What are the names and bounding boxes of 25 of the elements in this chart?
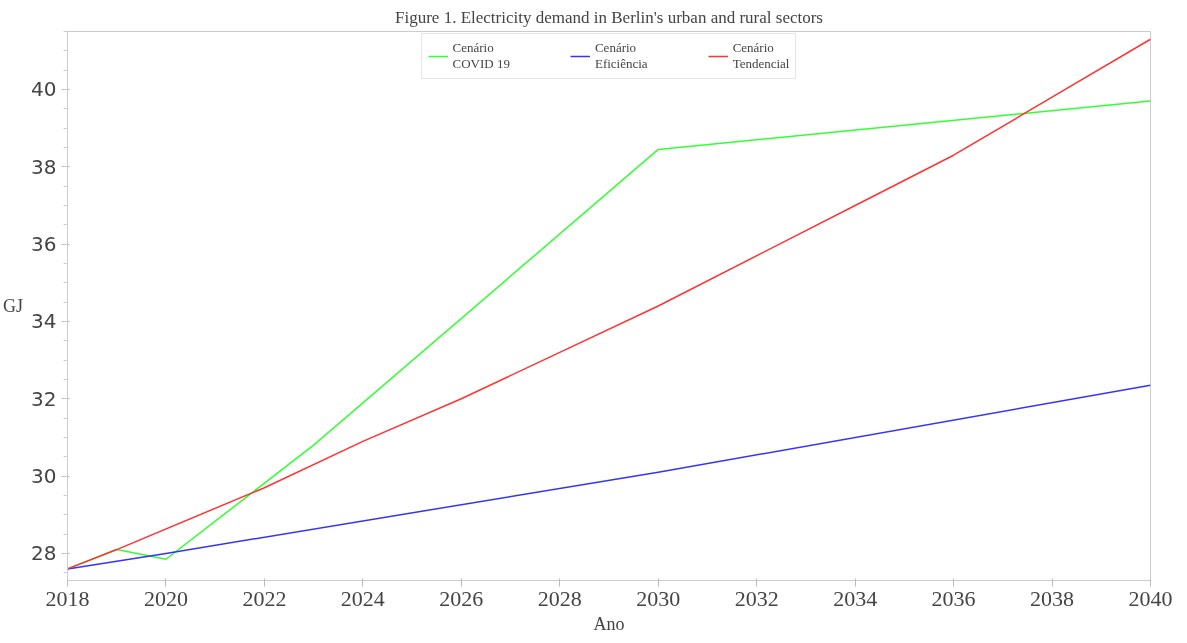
x-tick-label: 2038 (1030, 585, 1075, 611)
x-tick-label: 2020 (143, 585, 188, 611)
legend-label: Cenário COVID 19 (452, 40, 510, 72)
x-tick-label: 2026 (439, 585, 484, 611)
x-tick-label: 2022 (242, 585, 287, 611)
y-tick-label: 34 (31, 309, 57, 334)
legend-label: Cenário Eficiência (594, 40, 648, 72)
chart-title: Figure 1. Electricity demand in Berlin's urban and rural sectors (395, 7, 823, 27)
y-tick-label: 32 (31, 386, 57, 411)
legend-label: Cenário Tendencial (732, 40, 790, 72)
x-axis-title: Ano (593, 613, 625, 634)
x-tick-label: 2024 (340, 585, 385, 611)
y-tick-label: 38 (31, 154, 57, 179)
x-tick-label: 2018 (45, 585, 90, 611)
y-axis-title: GJ (3, 296, 24, 316)
x-tick-label: 2034 (833, 585, 878, 611)
x-tick-label: 2040 (1128, 585, 1173, 611)
x-tick-label: 2028 (537, 585, 582, 611)
x-tick-label: 2030 (636, 585, 681, 611)
x-tick-label: 2036 (931, 585, 976, 611)
x-tick-label: 2032 (734, 585, 779, 611)
y-tick-label: 28 (31, 541, 57, 566)
y-tick-label: 40 (31, 77, 57, 102)
y-tick-label: 36 (31, 232, 57, 257)
y-tick-label: 30 (31, 464, 57, 489)
